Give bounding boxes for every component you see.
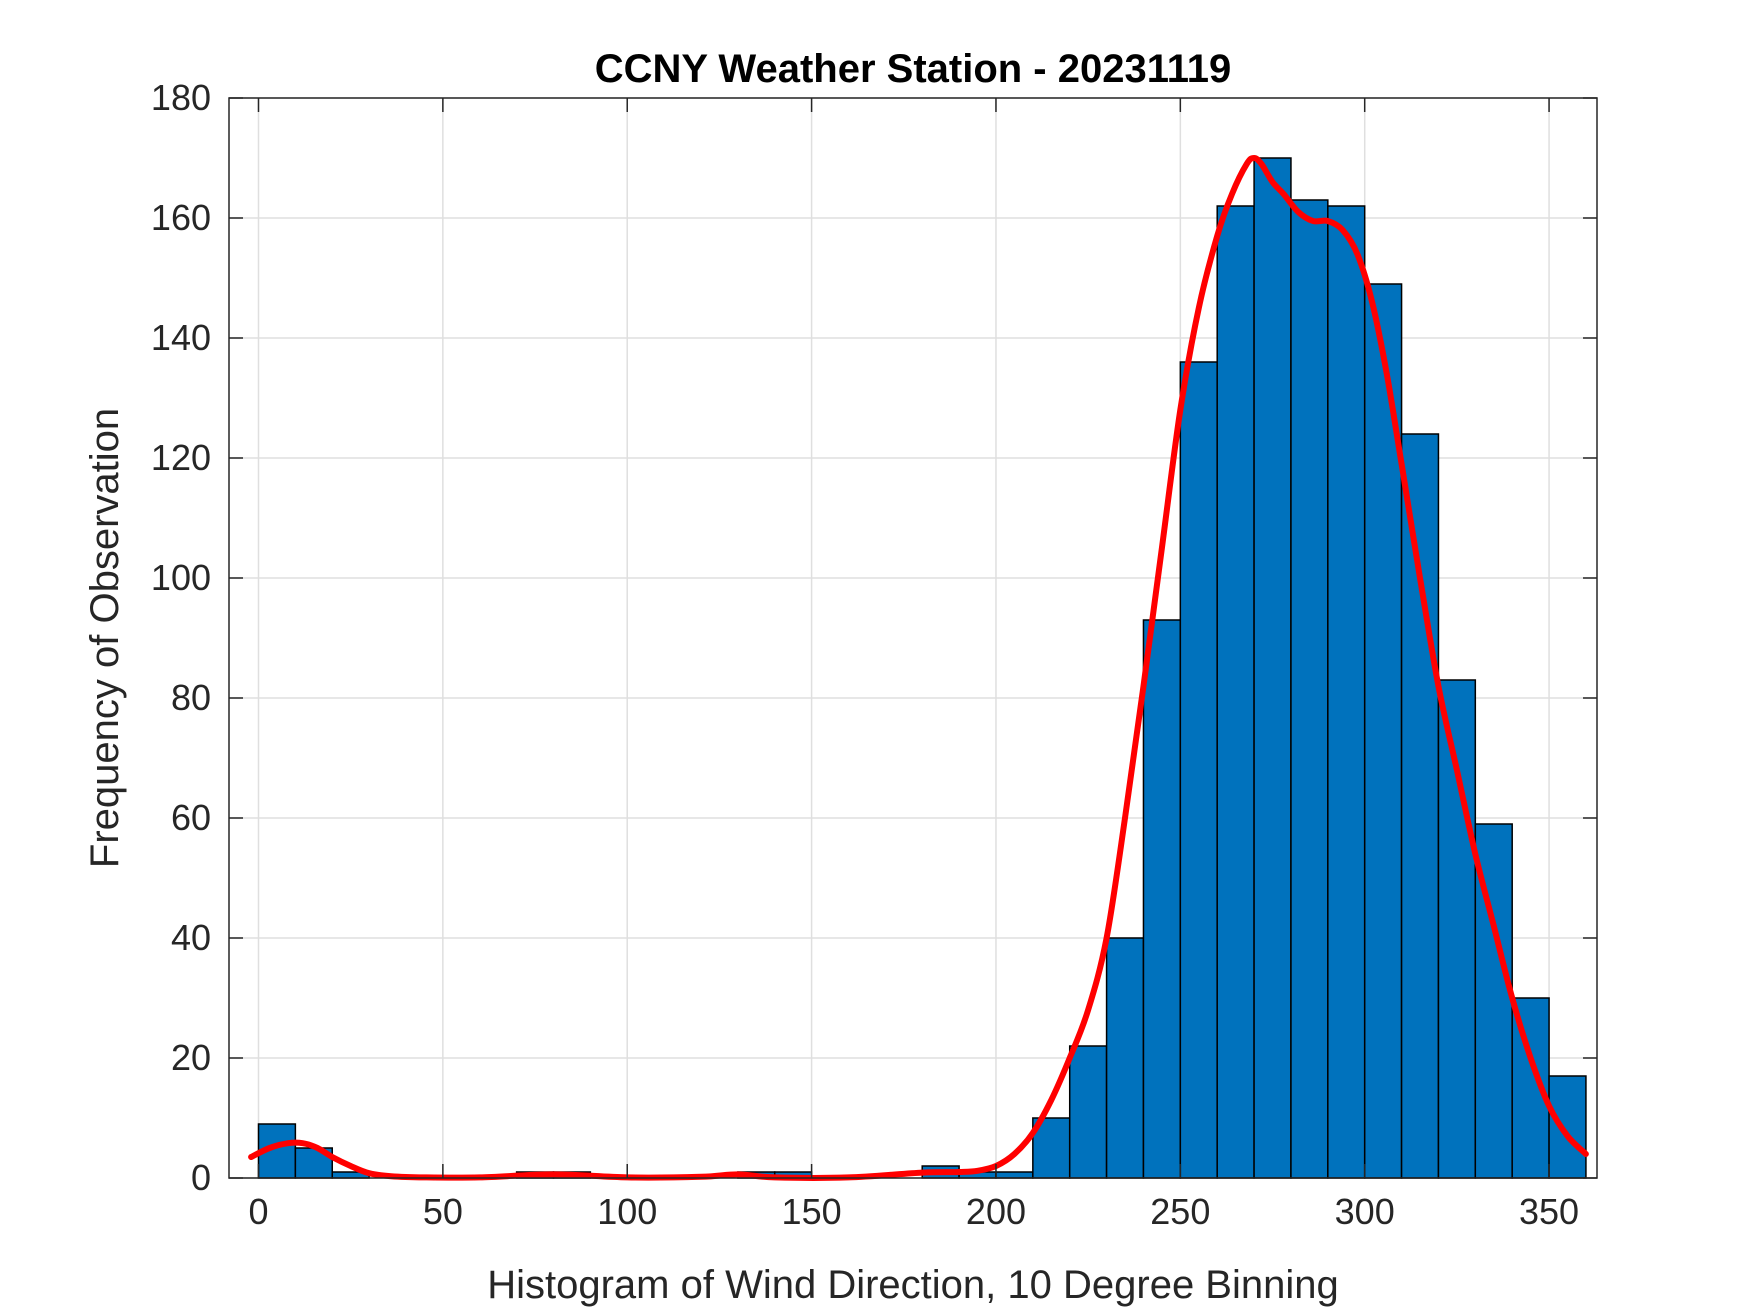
x-tick-label: 250 (1150, 1191, 1210, 1232)
histogram-bar (1548, 1075, 1587, 1179)
y-tick-label: 120 (151, 437, 211, 478)
chart-title: CCNY Weather Station - 20231119 (595, 47, 1232, 91)
y-tick-label: 0 (191, 1157, 211, 1198)
y-tick-label: 140 (151, 317, 211, 358)
y-tick-label: 40 (171, 917, 211, 958)
axis-ticks (229, 97, 1597, 1179)
histogram-bar (1290, 199, 1329, 1179)
x-tick-label: 50 (423, 1191, 463, 1232)
x-tick-label: 350 (1519, 1191, 1579, 1232)
y-tick-label: 160 (151, 197, 211, 238)
histogram-bar (1216, 205, 1255, 1179)
y-tick-label: 180 (151, 77, 211, 118)
y-tick-label: 60 (171, 797, 211, 838)
axes-box (228, 97, 1598, 1179)
y-tick-label: 20 (171, 1037, 211, 1078)
y-tick-label: 80 (171, 677, 211, 718)
y-tick-labels: 0 20 40 60 80 100 120 140 160 180 (151, 77, 211, 1198)
histogram-bar (1142, 619, 1182, 1179)
x-tick-labels: 0 50 100 150 200 250 300 350 (248, 1191, 1579, 1232)
histogram-bar (1179, 361, 1218, 1179)
histogram-bar (995, 1171, 1034, 1179)
histogram-bar (1400, 433, 1440, 1179)
x-tick-label: 150 (782, 1191, 842, 1232)
histogram-bar (1068, 1045, 1108, 1179)
x-axis-label: Histogram of Wind Direction, 10 Degree B… (487, 1263, 1339, 1307)
histogram-bar (1105, 937, 1145, 1179)
histogram-bar (1437, 679, 1477, 1179)
x-tick-label: 200 (966, 1191, 1026, 1232)
x-tick-label: 100 (597, 1191, 657, 1232)
y-axis-label: Frequency of Observation (83, 408, 127, 868)
histogram-bar (1327, 205, 1366, 1179)
x-tick-label: 0 (248, 1191, 268, 1232)
x-tick-label: 300 (1335, 1191, 1395, 1232)
y-tick-label: 100 (151, 557, 211, 598)
histogram-bar (1253, 157, 1292, 1179)
